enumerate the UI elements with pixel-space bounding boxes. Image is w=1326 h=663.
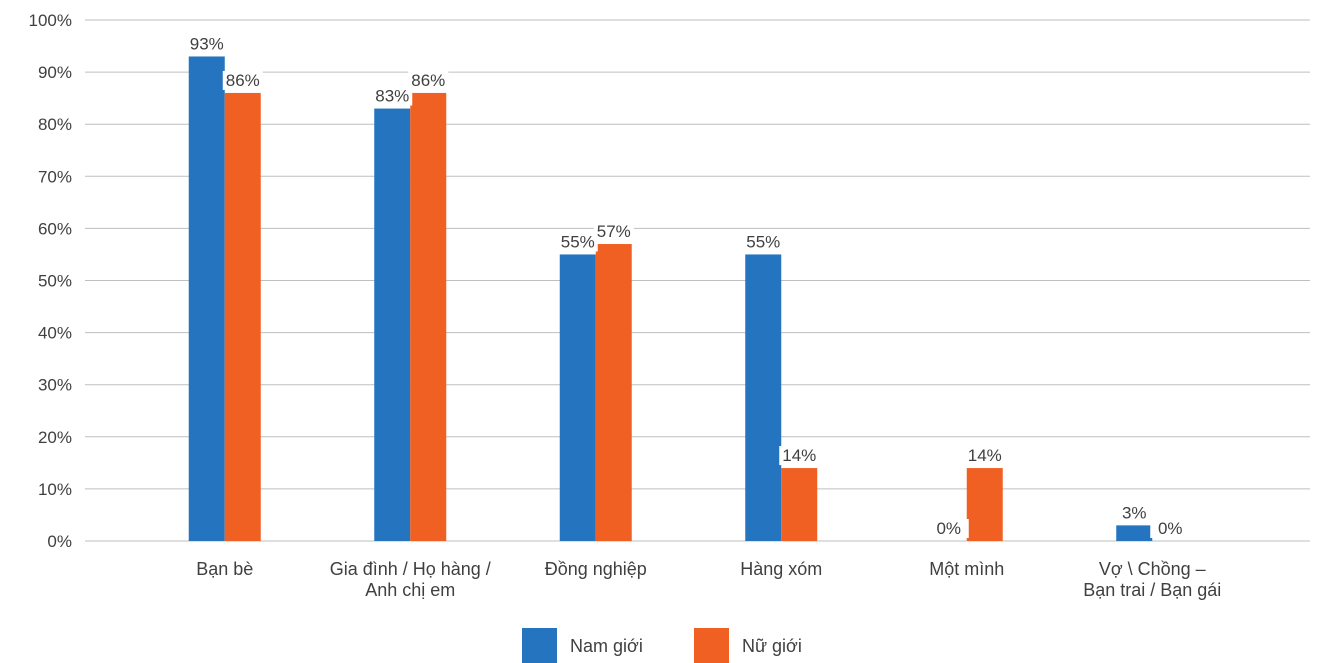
data-label: 0%	[1158, 519, 1183, 538]
category-label: Hàng xóm	[740, 559, 822, 579]
category-label: Vợ \ Chồng – Bạn trai / Bạn gái	[1083, 559, 1221, 600]
y-tick-label: 30%	[38, 376, 72, 395]
y-tick-label: 100%	[29, 11, 72, 30]
category-label: Đồng nghiệp	[545, 559, 647, 579]
data-label: 0%	[936, 519, 961, 538]
bar-male	[374, 108, 411, 541]
y-tick-label: 10%	[38, 480, 72, 499]
data-label: 86%	[226, 71, 260, 90]
data-label: 86%	[411, 71, 445, 90]
category-label: Bạn bè	[196, 559, 253, 579]
data-label-background	[593, 222, 634, 242]
y-tick-label: 40%	[38, 324, 72, 343]
y-tick-label: 20%	[38, 428, 72, 447]
bar-female	[781, 468, 818, 541]
category-label-line: Bạn trai / Bạn gái	[1083, 580, 1221, 600]
data-label: 93%	[190, 34, 224, 53]
data-label-background	[186, 34, 227, 54]
data-label-background	[779, 446, 820, 466]
data-label-background	[222, 70, 263, 90]
data-label-background	[928, 519, 969, 538]
y-tick-label: 60%	[38, 219, 72, 238]
gridlines	[85, 19, 1310, 542]
bar-female	[595, 244, 632, 541]
data-label: 55%	[746, 232, 780, 251]
bar-female	[966, 468, 1003, 541]
y-axis-ticks: 0% 10% 20% 30% 40% 50% 60% 70% 80% 90% 100%	[29, 11, 72, 551]
bar-female	[410, 92, 447, 541]
legend-label-female: Nữ giới	[742, 636, 802, 656]
bars	[188, 56, 1153, 541]
y-tick-label: 80%	[38, 115, 72, 134]
category-label-line: Hàng xóm	[740, 559, 822, 579]
data-labels: 93%86%83%86%55%57%55%14%0%14%3%0%	[186, 34, 1191, 538]
data-label-background	[743, 232, 784, 252]
data-label: 55%	[561, 232, 595, 251]
bar-female	[224, 92, 261, 541]
legend-swatch-female	[694, 628, 729, 663]
data-label-background	[557, 232, 598, 252]
category-label: Gia đình / Họ hàng / Anh chị em	[330, 559, 491, 600]
category-label: Một mình	[929, 559, 1004, 579]
data-label: 14%	[782, 446, 816, 465]
y-tick-label: 90%	[38, 63, 72, 82]
data-label: 57%	[597, 222, 631, 241]
data-label: 83%	[375, 87, 409, 106]
data-label: 14%	[968, 446, 1002, 465]
data-label-background	[1150, 519, 1191, 538]
data-label: 3%	[1122, 503, 1147, 522]
data-label-background	[1114, 503, 1155, 523]
y-tick-label: 70%	[38, 167, 72, 186]
category-label-line: Bạn bè	[196, 559, 253, 579]
category-label-line: Đồng nghiệp	[545, 559, 647, 579]
bar-male	[559, 254, 596, 541]
category-label-line: Gia đình / Họ hàng /	[330, 559, 491, 579]
y-tick-label: 0%	[47, 532, 72, 551]
category-label-line: Vợ \ Chồng –	[1099, 559, 1206, 579]
category-label-line: Anh chị em	[365, 580, 455, 600]
legend: Nam giới Nữ giới	[522, 628, 802, 663]
data-label-background	[372, 86, 413, 106]
bar-male	[188, 56, 225, 541]
x-axis-categories: Bạn bè Gia đình / Họ hàng / Anh chị em Đồng…	[196, 559, 1221, 600]
y-tick-label: 50%	[38, 272, 72, 291]
bar-male	[1116, 525, 1153, 541]
legend-label-male: Nam giới	[570, 636, 643, 656]
data-label-background	[408, 70, 449, 90]
data-label-background	[964, 446, 1005, 466]
legend-swatch-male	[522, 628, 557, 663]
bar-male	[745, 254, 782, 541]
category-label-line: Một mình	[929, 559, 1004, 579]
